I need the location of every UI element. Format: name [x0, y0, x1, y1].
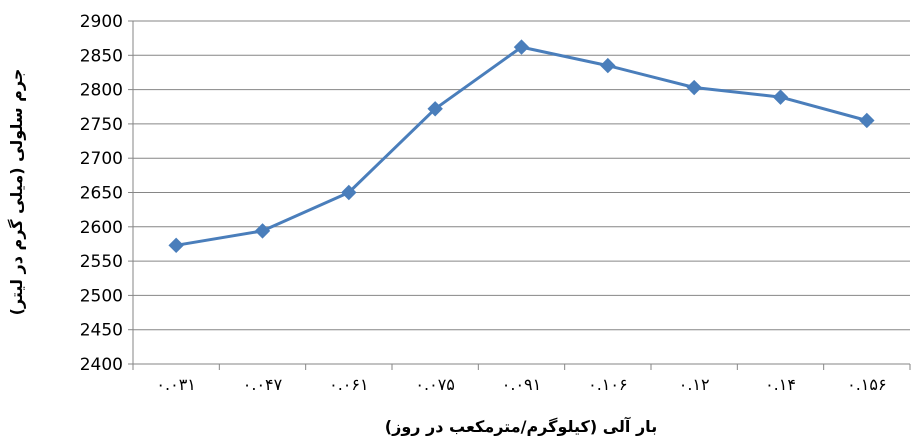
data-point — [686, 79, 702, 96]
data-point — [600, 57, 616, 74]
gridlines — [133, 20, 910, 331]
y-tick-label: 2750 — [80, 115, 123, 135]
data-point — [168, 237, 184, 254]
x-tick-labels: ۰.۰۳۱ ۰.۰۴۷ ۰.۰۶۱ ۰.۰۷۵ ۰.۰۹۱ ۰.۱۰۶ ۰.۱۲ ۰.۱۴ ۰.… — [156, 375, 886, 394]
x-tick-label: ۰.۰۶۱ — [329, 375, 368, 394]
y-tick-labels: 2400 2450 2500 2550 2600 2650 2700 2750 2800 2850… — [80, 12, 123, 375]
x-tick-label: ۰.۰۷۵ — [415, 375, 454, 394]
series-line — [175, 45, 868, 247]
data-point — [772, 89, 789, 105]
x-tick-label: ۰.۱۵۶ — [847, 375, 886, 394]
x-axis-title: بار آلی (کیلوگرم/مترمکعب در روز) — [385, 416, 657, 436]
y-tick-label: 2850 — [80, 46, 123, 66]
y-tick-label: 2450 — [80, 321, 123, 341]
data-point — [254, 223, 271, 239]
x-tick-label: ۰.۱۴ — [765, 375, 796, 394]
y-tick-label: 2650 — [80, 184, 123, 204]
data-point — [341, 184, 357, 201]
data-point — [513, 39, 530, 55]
y-tick-label: 2900 — [80, 12, 123, 32]
y-tick-label: 2550 — [80, 252, 123, 272]
x-tick-label: ۰.۰۹۱ — [502, 375, 541, 394]
y-tick-label: 2800 — [80, 81, 123, 101]
y-tick-label: 2400 — [80, 355, 123, 375]
y-tick-label: 2600 — [80, 218, 123, 238]
x-tick-label: ۰.۱۰۶ — [588, 375, 627, 394]
axes — [128, 20, 911, 370]
x-tick-label: ۰.۰۳۱ — [156, 375, 195, 394]
x-tick-label: ۰.۱۲ — [679, 375, 710, 394]
data-point — [427, 101, 443, 117]
y-axis-title: جرم سلولی (میلی گرم در لیتر) — [7, 69, 26, 316]
x-tick-label: ۰.۰۴۷ — [243, 375, 283, 394]
y-tick-label: 2500 — [80, 286, 123, 306]
y-tick-label: 2700 — [80, 149, 123, 169]
data-point — [859, 112, 875, 129]
series-plot — [168, 39, 875, 254]
